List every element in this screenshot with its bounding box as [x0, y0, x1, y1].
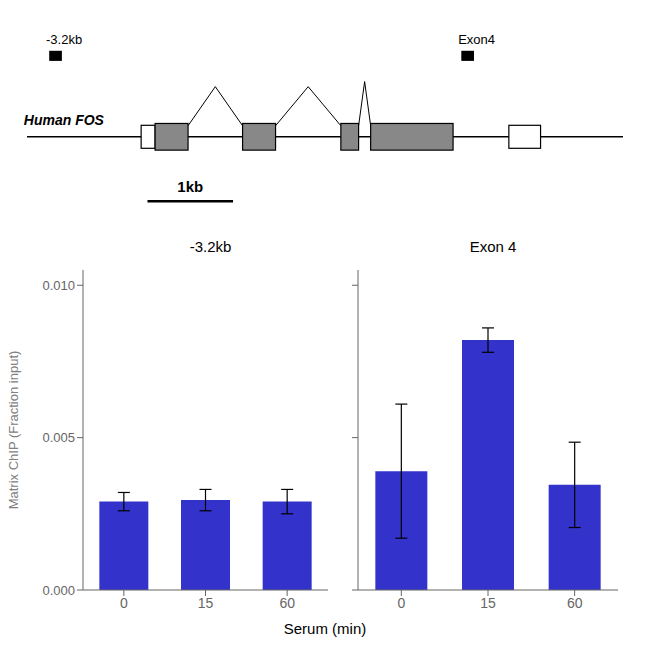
svg-text:Human FOS: Human FOS: [24, 112, 105, 128]
svg-text:60: 60: [567, 595, 583, 611]
html-text:Exon 4: Exon 4: [469, 238, 517, 255]
html-text:Serum (min): Serum (min): [283, 620, 367, 637]
svg-text:15: 15: [480, 595, 496, 611]
svg-text:Matrix ChIP (Fraction input): Matrix ChIP (Fraction input): [8, 351, 21, 510]
svg-text:60: 60: [279, 595, 295, 611]
svg-text:0.000: 0.000: [42, 583, 75, 598]
svg-text:-3.2kb: -3.2kb: [46, 32, 82, 47]
svg-text:15: 15: [198, 595, 214, 611]
svg-text:1kb: 1kb: [177, 178, 203, 195]
svg-text:0: 0: [397, 595, 405, 611]
svg-text:0.010: 0.010: [42, 278, 75, 293]
html-text:-3.2kb: -3.2kb: [189, 238, 232, 255]
svg-text:Exon4: Exon4: [458, 32, 495, 47]
svg-text:0: 0: [120, 595, 128, 611]
svg-text:0.005: 0.005: [42, 430, 75, 445]
